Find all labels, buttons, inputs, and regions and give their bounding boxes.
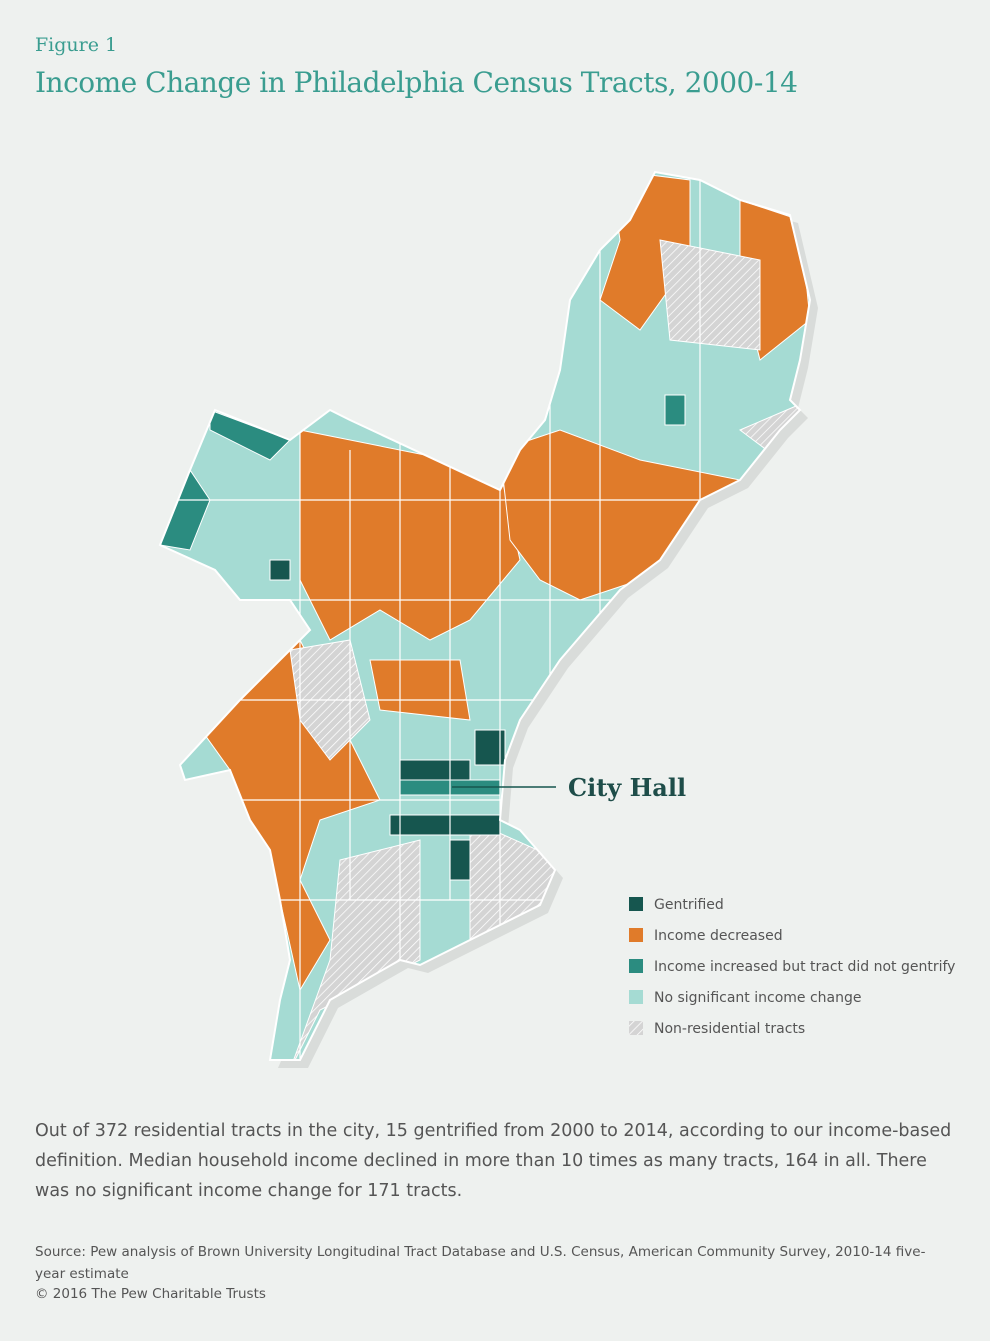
legend-swatch — [629, 1021, 643, 1035]
legend-label: Gentrified — [654, 897, 724, 913]
callout: City Hall — [568, 773, 686, 802]
legend-label: Income increased but tract did not gentr… — [654, 959, 955, 975]
copyright: © 2016 The Pew Charitable Trusts — [35, 1286, 266, 1302]
map: City Hall Gentrified Income decreased Inco… — [159, 171, 955, 1068]
legend-swatch — [629, 990, 643, 1004]
figure-label: Figure 1 — [35, 34, 118, 56]
legend-swatch — [629, 959, 643, 973]
legend-label: No significant income change — [654, 990, 861, 1006]
source: Source: Pew analysis of Brown University… — [35, 1244, 926, 1282]
legend-label: Non-residential tracts — [654, 1021, 805, 1037]
legend-swatch — [629, 928, 643, 942]
legend-swatch — [629, 897, 643, 911]
body-text: Out of 372 residential tracts in the cit… — [35, 1121, 952, 1201]
legend: Gentrified Income decreased Income increas… — [629, 897, 955, 1037]
legend-label: Income decreased — [654, 928, 783, 944]
title: Income Change in Philadelphia Census Tra… — [35, 66, 798, 99]
